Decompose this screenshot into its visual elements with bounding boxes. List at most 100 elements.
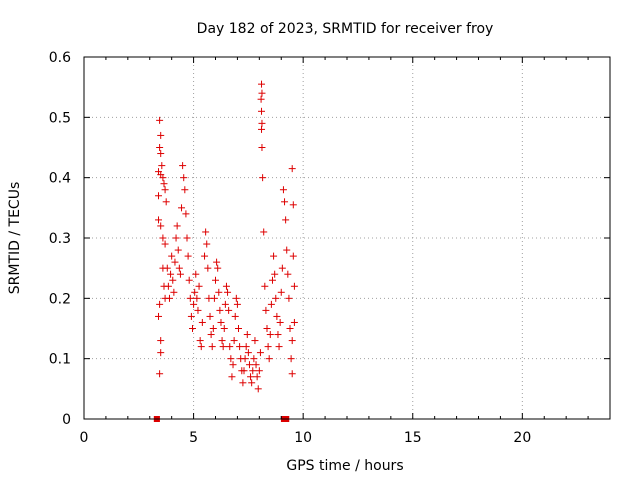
data-point [221,300,229,308]
data-point [250,355,258,363]
data-point [268,276,276,284]
data-point [197,343,205,351]
data-point [216,306,224,314]
x-tick-label: 0 [80,430,89,446]
data-point [287,355,295,363]
data-point [180,174,188,182]
data-point [207,331,215,339]
data-point [262,306,270,314]
data-point [217,318,225,326]
data-point [265,355,273,363]
data-point [261,282,269,290]
data-point [277,288,285,296]
data-point [157,222,165,230]
data-point [270,252,278,260]
data-point [267,300,275,308]
x-tick-label: 10 [294,430,312,446]
data-point [258,119,266,127]
data-point [173,222,181,230]
data-point [156,144,164,151]
data-point [278,264,286,272]
data-point [254,385,262,393]
data-point [219,343,227,351]
data-point [225,306,233,314]
data-point [212,276,219,284]
data-point [289,201,297,209]
data-point [165,294,173,302]
data-point [241,355,249,363]
data-point [208,343,216,351]
data-point [290,318,298,326]
data-point [181,186,189,194]
data-point [236,343,244,351]
data-point [232,294,240,302]
data-point [248,379,256,387]
data-point [286,325,294,332]
data-point [203,240,211,248]
data-point [193,294,201,302]
data-point [162,198,170,206]
data-point [276,318,284,326]
data-point [274,331,282,339]
data-point [266,331,274,339]
data-point [209,325,217,332]
data-point [215,288,223,296]
data-point [242,343,250,351]
x-tick-label: 5 [189,430,198,446]
data-point [169,276,177,284]
chart-title: Day 182 of 2023, SRMTID for receiver fro… [197,21,494,37]
data-point [258,80,266,88]
grid-lines [84,57,610,419]
data-point [275,343,283,351]
data-point [258,107,266,115]
data-point [156,370,164,378]
data-point [194,306,202,314]
data-point [176,270,184,278]
data-point [157,150,165,158]
data-point [258,125,266,133]
data-point [290,282,298,290]
data-point [220,325,228,332]
data-point [249,367,257,375]
data-point [168,252,176,260]
data-point [263,325,271,332]
data-point [186,294,194,302]
data-point [179,162,187,170]
data-point [258,89,266,97]
axis-ticks [83,56,611,420]
data-point [159,234,167,242]
data-point [202,228,210,236]
data-point [195,282,203,290]
data-point [178,204,186,212]
data-point [163,264,171,272]
data-point [226,343,234,351]
data-point [264,343,272,351]
data-point [214,264,222,272]
y-tick-label: 0.4 [49,171,71,187]
data-point [279,186,287,194]
data-point [235,325,243,332]
data-point [182,210,190,218]
data-point [231,312,239,320]
data-point [201,252,209,260]
data-point [251,337,259,345]
data-point [187,312,195,320]
data-point [159,174,167,182]
data-point [288,337,296,345]
data-point [156,116,164,124]
data-point [230,337,238,345]
data-point [160,180,168,188]
data-point [233,300,241,308]
data-point [284,270,292,278]
data-point [253,373,261,381]
data-point [192,270,200,278]
data-point [174,246,182,254]
data-point [167,270,175,278]
data-point [175,264,183,272]
data-point [259,174,267,182]
data-point [258,144,266,151]
data-point [188,325,196,332]
data-point [227,355,235,363]
x-axis-label: GPS time / hours [286,458,403,474]
data-point [282,216,290,224]
